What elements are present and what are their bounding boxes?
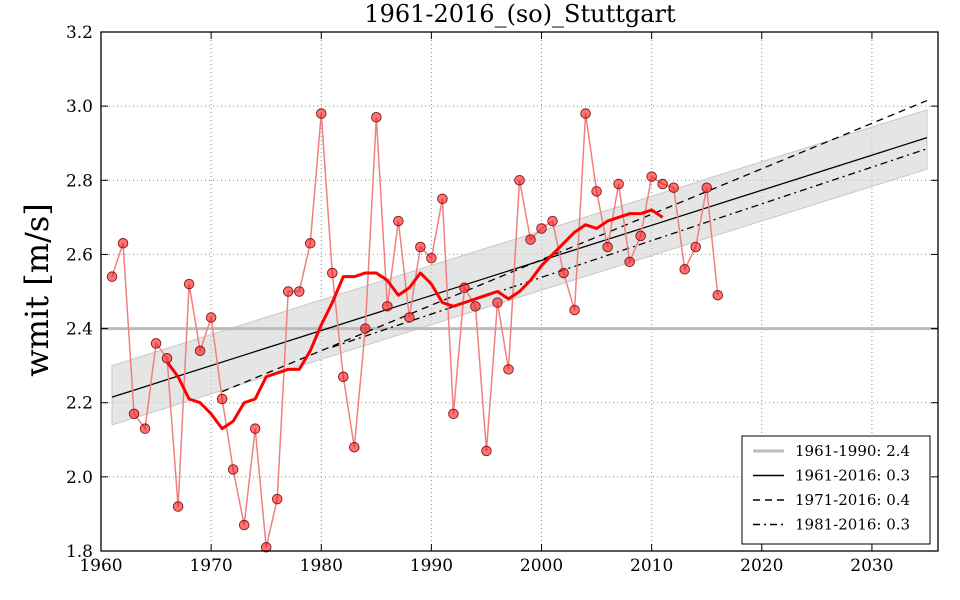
legend-box bbox=[741, 435, 931, 545]
y-tick-label: 2.2 bbox=[66, 394, 93, 414]
x-tick-label: 1990 bbox=[410, 556, 453, 576]
data-point-1962 bbox=[117, 238, 129, 249]
data-point-1984 bbox=[360, 323, 371, 334]
data-point-1983 bbox=[349, 441, 360, 453]
legend: 1961-1990: 2.4 1961-2016: 0.3 1971-2016: 0… bbox=[741, 435, 931, 545]
y-tick-label: 1.8 bbox=[66, 542, 93, 562]
data-point-1988 bbox=[404, 312, 415, 323]
trend-line-1961-2016 bbox=[111, 137, 928, 398]
data-point-1980 bbox=[316, 108, 327, 119]
data-point-2015 bbox=[701, 182, 712, 193]
data-point-2009 bbox=[635, 230, 646, 242]
data-point-2013 bbox=[679, 264, 690, 275]
chart-title: 1961-2016_(so)_Stuttgart bbox=[364, 0, 676, 28]
x-tick-label: 2020 bbox=[740, 556, 783, 576]
data-point-1999 bbox=[525, 234, 536, 245]
data-point-2004 bbox=[580, 108, 591, 119]
data-point-1996 bbox=[492, 297, 503, 308]
data-point-1989 bbox=[415, 241, 426, 253]
observation-line bbox=[111, 113, 719, 548]
y-tick-label: 3.0 bbox=[66, 97, 93, 117]
moving-average-line bbox=[165, 208, 664, 431]
data-point-2016 bbox=[712, 289, 723, 301]
data-point-1991 bbox=[437, 193, 448, 205]
data-point-1968 bbox=[183, 278, 195, 290]
data-point-2007 bbox=[613, 178, 624, 190]
data-point-1961 bbox=[106, 271, 118, 282]
data-point-1986 bbox=[382, 301, 393, 312]
data-point-1997 bbox=[503, 364, 514, 375]
data-point-1982 bbox=[338, 371, 349, 383]
y-tick-label: 3.2 bbox=[66, 23, 93, 43]
data-point-1978 bbox=[293, 286, 305, 297]
y-tick-label: 2.4 bbox=[66, 320, 93, 340]
y-axis-label: wmit [m/s] bbox=[18, 203, 56, 377]
axes: 1960 1970 1980 1990 2000 2010 2020 2030 1.8 2.0 2.… bbox=[66, 23, 939, 576]
y-tick-label: 2.0 bbox=[66, 468, 93, 488]
moving-average bbox=[165, 208, 664, 431]
data-point-2005 bbox=[591, 186, 602, 197]
x-tick-label: 2000 bbox=[520, 556, 563, 576]
data-point-2006 bbox=[602, 241, 613, 253]
data-point-2014 bbox=[690, 241, 701, 253]
data-point-1972 bbox=[227, 464, 239, 475]
data-point-1977 bbox=[282, 286, 294, 297]
data-point-1974 bbox=[249, 423, 261, 434]
data-point-2003 bbox=[569, 304, 580, 316]
data-point-1963 bbox=[128, 408, 140, 420]
data-point-1970 bbox=[205, 312, 217, 323]
legend-label-1981-2016: 1981-2016: 0.3 bbox=[795, 516, 910, 534]
data-point-1979 bbox=[305, 238, 316, 249]
data-point-1990 bbox=[426, 252, 437, 264]
data-point-1973 bbox=[238, 519, 250, 531]
data-point-1994 bbox=[470, 301, 481, 312]
data-point-1965 bbox=[150, 338, 162, 349]
data-point-2010 bbox=[646, 171, 657, 182]
data-point-1998 bbox=[514, 175, 525, 186]
x-tick-label: 1980 bbox=[300, 556, 343, 576]
data-point-2008 bbox=[624, 256, 635, 268]
observation-series bbox=[106, 108, 723, 553]
plot-frame bbox=[100, 31, 939, 552]
data-point-1985 bbox=[371, 112, 382, 123]
y-tick-label: 2.6 bbox=[66, 245, 93, 265]
data-point-1987 bbox=[393, 215, 404, 227]
data-point-2000 bbox=[536, 223, 547, 234]
legend-label-1961-2016: 1961-2016: 0.3 bbox=[795, 467, 910, 485]
data-point-1969 bbox=[194, 345, 206, 357]
x-tick-label: 2010 bbox=[630, 556, 673, 576]
data-point-1995 bbox=[481, 445, 492, 457]
data-point-1992 bbox=[448, 408, 459, 420]
data-point-2002 bbox=[558, 267, 569, 279]
data-point-1964 bbox=[139, 423, 151, 434]
y-tick-label: 2.8 bbox=[66, 171, 93, 191]
data-point-2011 bbox=[657, 178, 668, 190]
data-point-1981 bbox=[327, 267, 338, 279]
trend-lines bbox=[101, 99, 938, 398]
data-point-1975 bbox=[260, 542, 272, 553]
x-tick-label: 1970 bbox=[189, 556, 232, 576]
data-point-1976 bbox=[271, 493, 283, 505]
x-tick-label: 1960 bbox=[79, 556, 122, 576]
data-point-1966 bbox=[161, 352, 173, 364]
x-tick-label: 2030 bbox=[850, 556, 893, 576]
data-point-1971 bbox=[216, 393, 228, 405]
data-point-1993 bbox=[459, 282, 470, 294]
data-point-2001 bbox=[547, 215, 558, 227]
data-point-1967 bbox=[172, 501, 184, 512]
data-point-2012 bbox=[668, 182, 679, 193]
legend-label-1971-2016: 1971-2016: 0.4 bbox=[795, 491, 910, 509]
trend-line-1981-2016 bbox=[332, 148, 928, 348]
legend-label-1961-1990: 1961-1990: 2.4 bbox=[795, 442, 910, 460]
